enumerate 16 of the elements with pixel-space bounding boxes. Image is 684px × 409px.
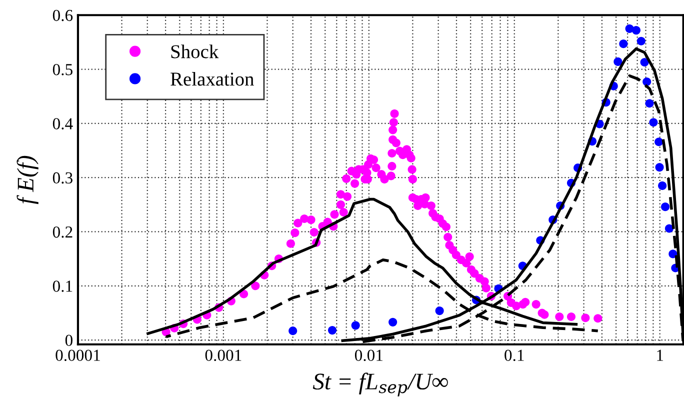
x-tick-label: 1 — [657, 350, 664, 361]
x-axis-title: St = fL$_{sep}$/U∞ — [312, 372, 448, 396]
y-tick-label: 0.2 — [52, 226, 72, 238]
x-tick-label: 0.01 — [354, 350, 382, 362]
legend-label: Shock — [171, 44, 219, 58]
y-tick-label: 0.4 — [52, 118, 73, 130]
y-tick-label: 0.6 — [52, 10, 73, 22]
y-tick-label: 0 — [65, 334, 72, 346]
legend-label: Relaxation — [170, 72, 254, 86]
x-tick-label: 0.0001 — [56, 350, 100, 362]
x-tick-label: 0.1 — [504, 350, 524, 362]
y-tick-label: 0.3 — [52, 172, 72, 184]
y-tick-label: 0.5 — [52, 64, 72, 76]
y-tick-label: 0.1 — [52, 280, 72, 292]
x-tick-label: 0.001 — [205, 350, 242, 362]
y-axis-title: f E(f) — [16, 156, 38, 204]
